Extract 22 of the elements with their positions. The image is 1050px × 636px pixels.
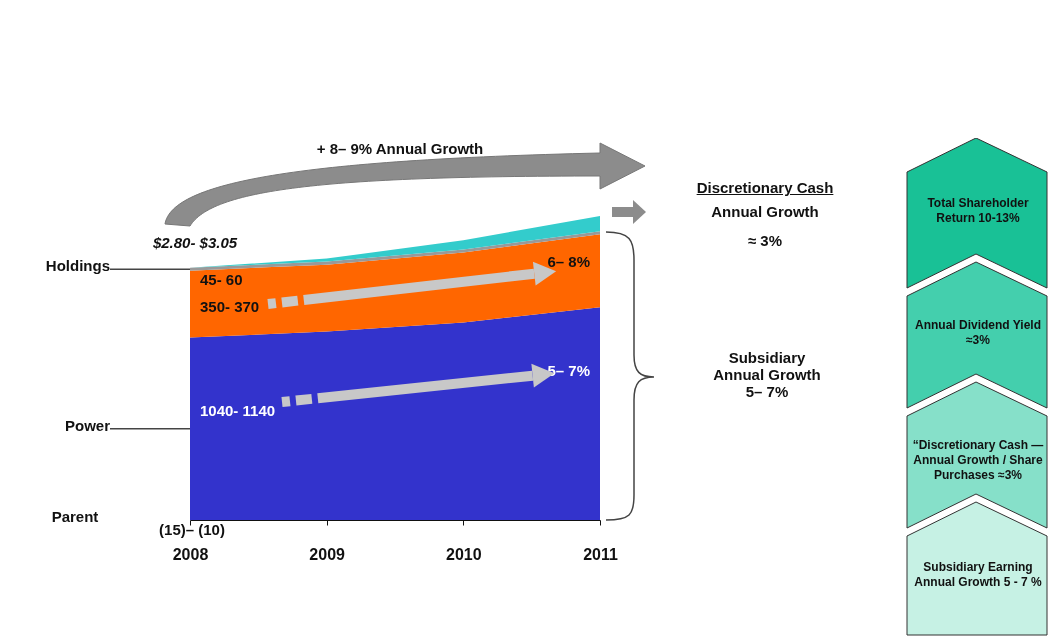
annotation: $2.80- $3.05 bbox=[152, 234, 238, 251]
annotation: 45- 60 bbox=[200, 270, 243, 288]
annotation: 6– 8% bbox=[547, 252, 590, 270]
text: Annual Growth bbox=[711, 203, 819, 220]
x-tick-label: 2010 bbox=[446, 545, 482, 563]
text: “Discretionary Cash — Annual Growth / Share Purchases ≈3% bbox=[911, 437, 1045, 483]
text: + 8– 9% Annual Growth bbox=[316, 140, 484, 157]
text: Discretionary Cash bbox=[696, 179, 834, 196]
text: Subsidiary Annual Growth 5– 7% bbox=[712, 349, 822, 400]
x-tick-label: 2011 bbox=[583, 545, 618, 563]
text: Subsidiary Earning Annual Growth 5 - 7 % bbox=[913, 559, 1043, 590]
x-tick-label: 2009 bbox=[309, 545, 346, 563]
text: Holdings bbox=[45, 257, 110, 275]
annotation: 1040- 1140 bbox=[200, 401, 276, 419]
text: Parent bbox=[51, 508, 99, 525]
text: Annual Dividend Yield ≈3% bbox=[914, 317, 1042, 348]
text: (15)– (10) bbox=[159, 521, 225, 538]
annotation: 350- 370 bbox=[200, 298, 260, 316]
text: ≈ 3% bbox=[747, 232, 783, 249]
x-tick-label: 2008 bbox=[172, 545, 209, 563]
text: Total Shareholder Return 10-13% bbox=[926, 195, 1030, 226]
text: Power bbox=[64, 416, 111, 434]
